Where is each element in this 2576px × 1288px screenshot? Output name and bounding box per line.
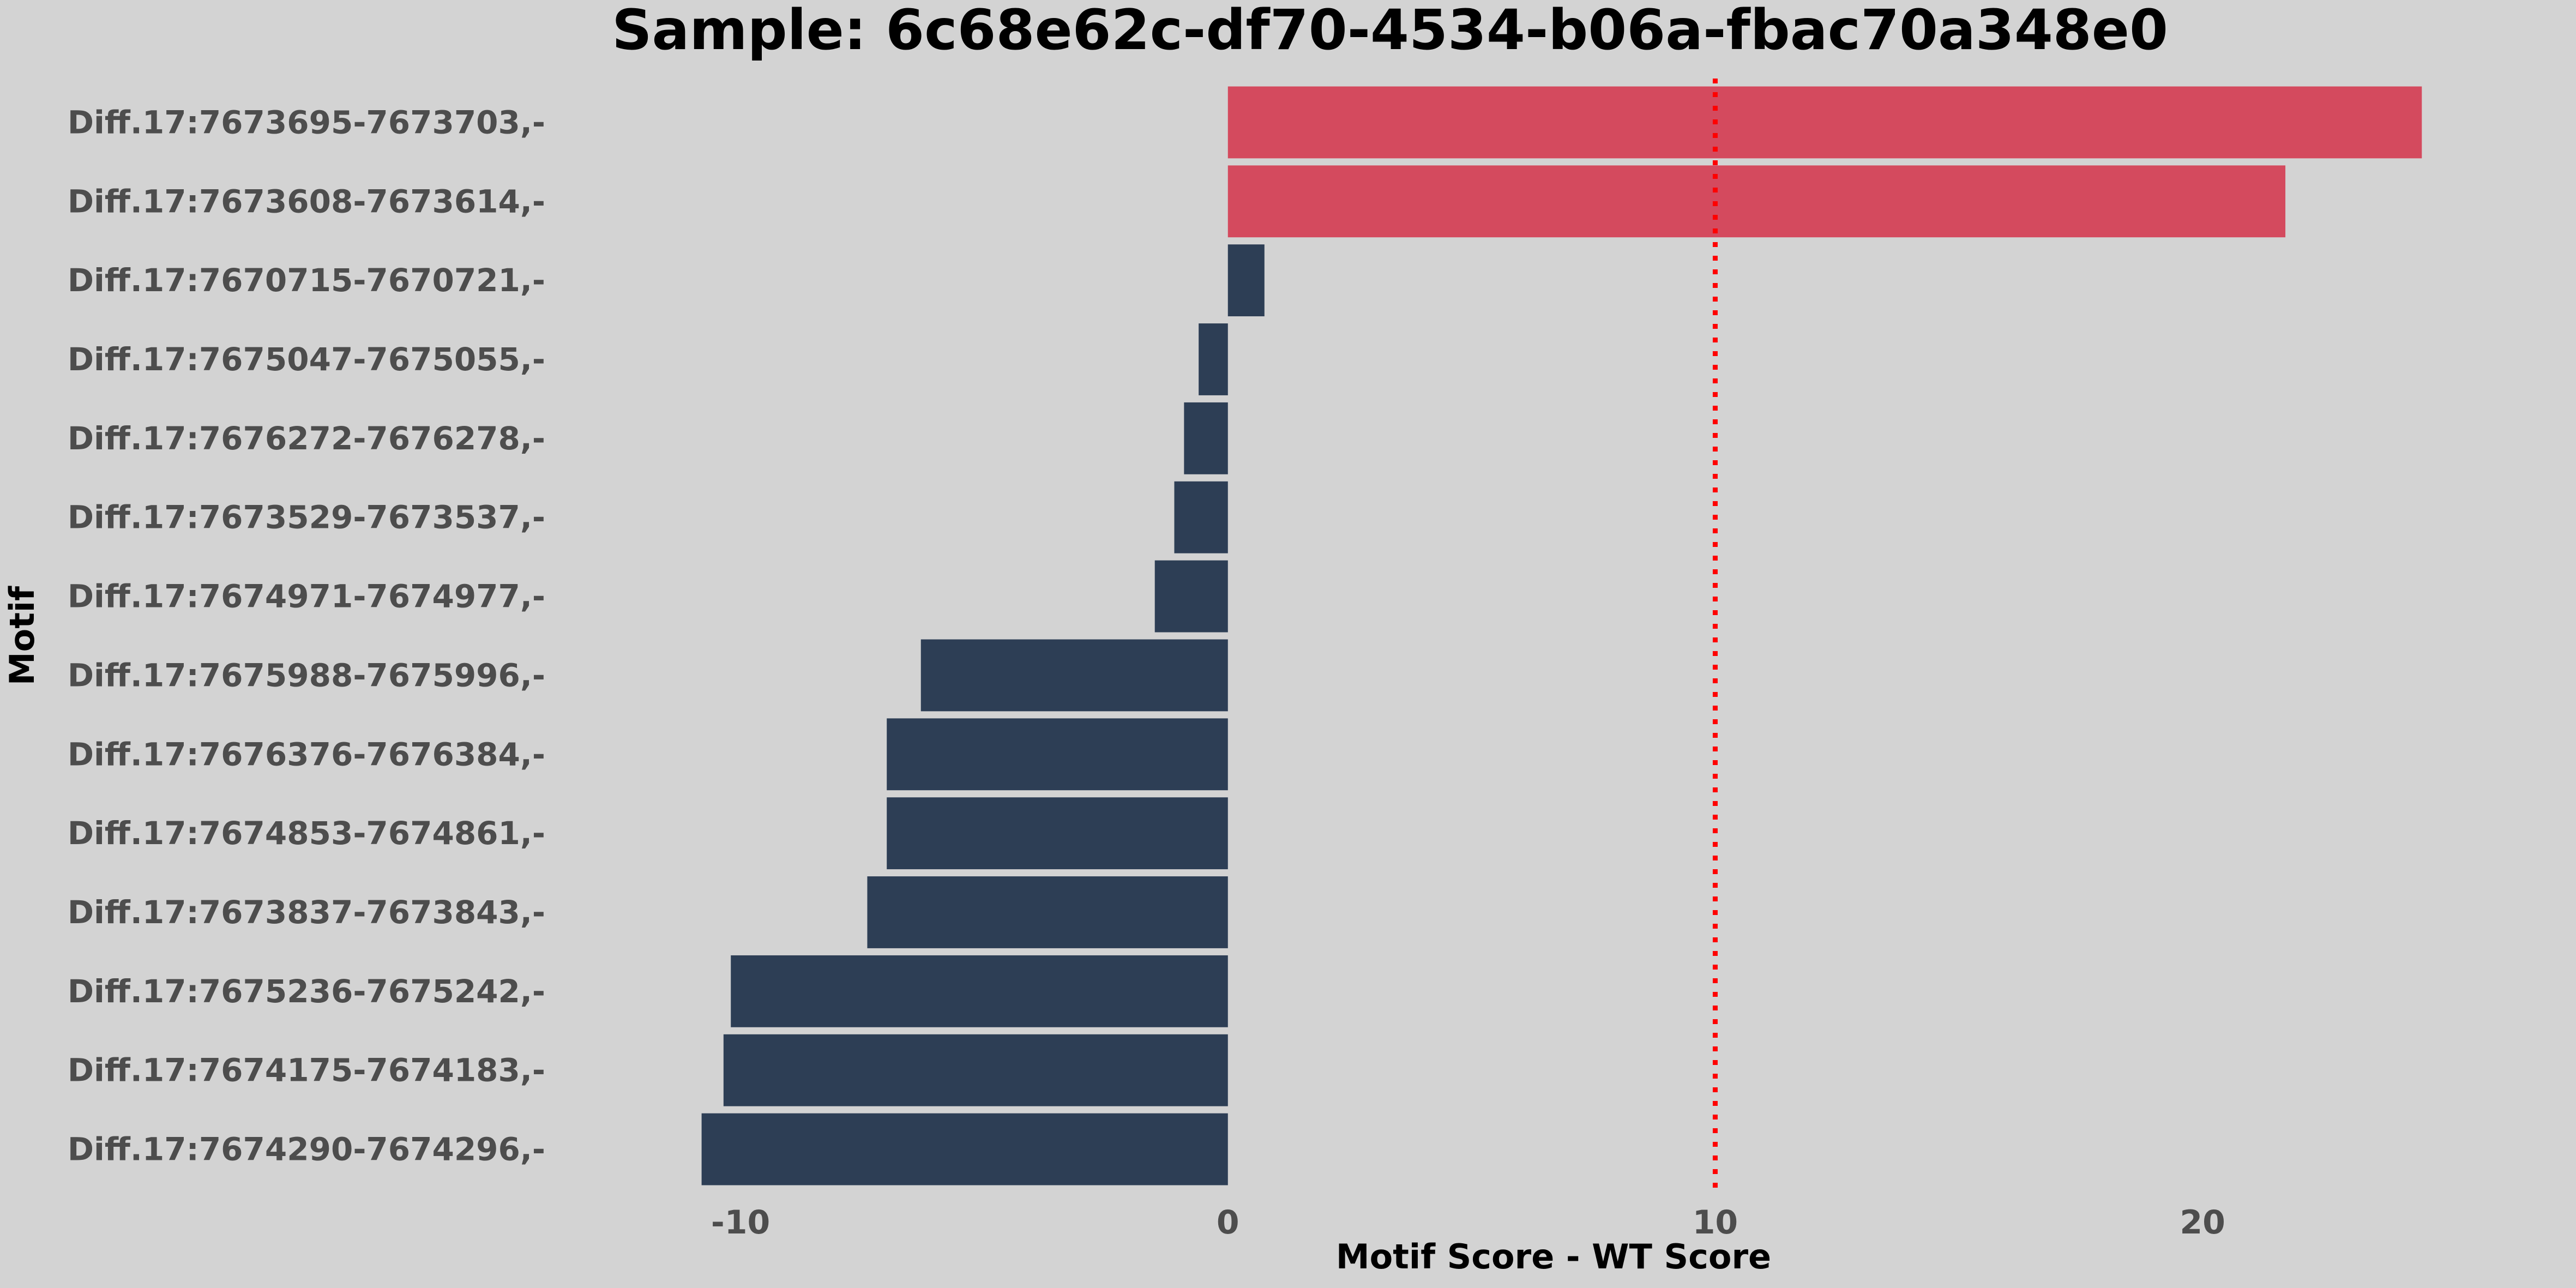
bar bbox=[731, 955, 1228, 1027]
bar bbox=[1199, 323, 1228, 395]
bar bbox=[1227, 244, 1265, 317]
y-tick-label: Diff.17:7674853-7674861,- bbox=[68, 815, 545, 852]
bar bbox=[723, 1034, 1228, 1106]
bar bbox=[1227, 86, 2422, 159]
y-tick-label: Diff.17:7673837-7673843,- bbox=[68, 894, 545, 931]
chart-title: Sample: 6c68e62c-df70-4534-b06a-fbac70a3… bbox=[612, 0, 2168, 63]
y-tick-label: Diff.17:7673529-7673537,- bbox=[68, 499, 545, 536]
bar bbox=[1184, 402, 1228, 474]
y-tick-label: Diff.17:7674175-7674183,- bbox=[68, 1052, 545, 1089]
y-tick-labels: Diff.17:7673695-7673703,- Diff.17:7673608… bbox=[68, 104, 545, 1167]
bar bbox=[1227, 165, 2286, 238]
bar bbox=[867, 876, 1228, 948]
y-tick-label: Diff.17:7675236-7675242,- bbox=[68, 973, 545, 1010]
y-tick-label: Diff.17:7675988-7675996,- bbox=[68, 657, 545, 694]
bar bbox=[701, 1113, 1228, 1185]
x-tick-label: -10 bbox=[711, 1203, 770, 1242]
bars-layer bbox=[701, 86, 2422, 1185]
y-tick-label: Diff.17:7670715-7670721,- bbox=[68, 262, 545, 299]
x-tick-label: 20 bbox=[2180, 1203, 2225, 1242]
y-tick-label: Diff.17:7673608-7673614,- bbox=[68, 183, 545, 220]
y-tick-label: Diff.17:7674290-7674296,- bbox=[68, 1131, 545, 1168]
y-tick-label: Diff.17:7676376-7676384,- bbox=[68, 736, 545, 773]
y-tick-label: Diff.17:7676272-7676278,- bbox=[68, 420, 545, 457]
bar bbox=[1154, 560, 1228, 633]
bar bbox=[887, 718, 1228, 791]
y-tick-label: Diff.17:7675047-7675055,- bbox=[68, 341, 545, 378]
x-tick-label: 10 bbox=[1693, 1203, 1738, 1242]
bar bbox=[887, 797, 1228, 870]
x-axis-label: Motif Score - WT Score bbox=[1336, 1237, 1771, 1277]
y-tick-label: Diff.17:7673695-7673703,- bbox=[68, 104, 545, 141]
y-tick-label: Diff.17:7674971-7674977,- bbox=[68, 578, 545, 615]
y-axis-label: Motif bbox=[2, 586, 42, 685]
bar bbox=[1174, 481, 1228, 553]
x-tick-labels: -10 0 10 20 bbox=[711, 1203, 2225, 1242]
bar bbox=[920, 639, 1228, 712]
x-tick-label: 0 bbox=[1217, 1203, 1239, 1242]
